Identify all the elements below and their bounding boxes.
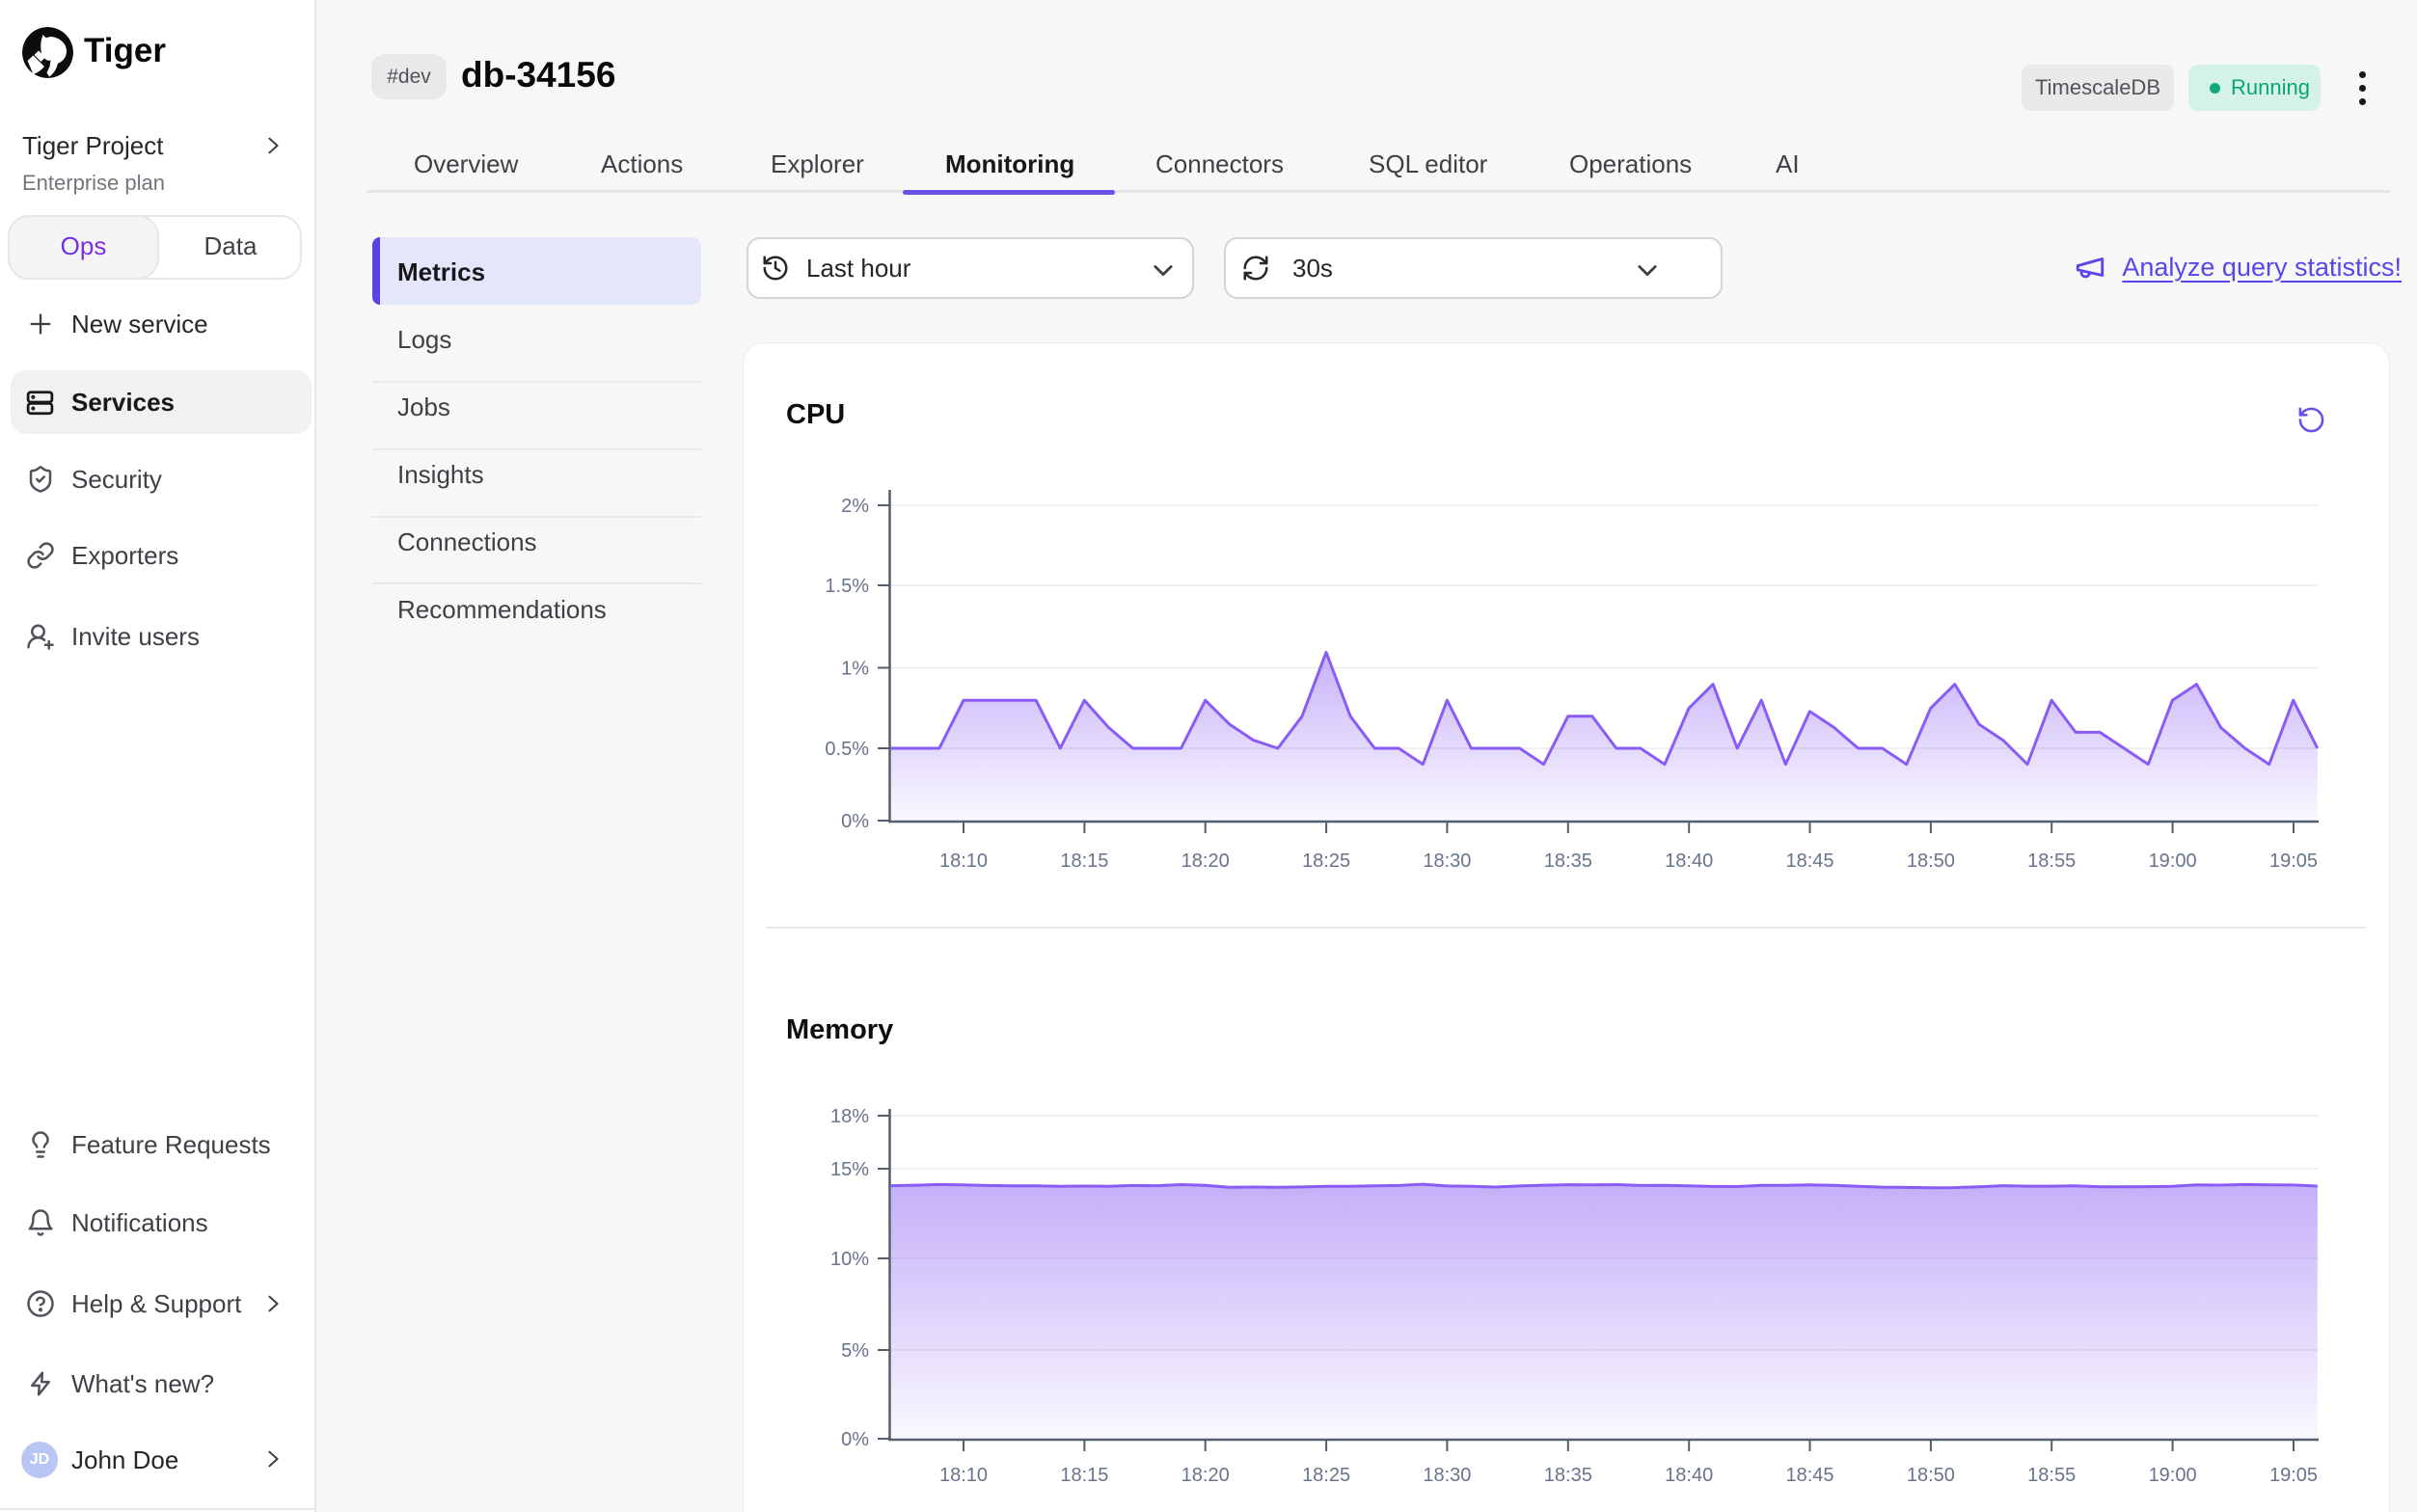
svg-text:18:55: 18:55	[2027, 850, 2076, 872]
svg-text:1.5%: 1.5%	[825, 576, 869, 597]
svg-text:0%: 0%	[841, 811, 869, 832]
svg-text:18:50: 18:50	[1907, 850, 1955, 872]
svg-text:18:15: 18:15	[1060, 850, 1108, 872]
svg-text:18:20: 18:20	[1181, 1465, 1230, 1486]
svg-text:19:00: 19:00	[2149, 850, 2197, 872]
svg-text:0%: 0%	[841, 1429, 869, 1450]
svg-text:18:15: 18:15	[1060, 1465, 1108, 1486]
svg-text:18:45: 18:45	[1785, 1465, 1833, 1486]
svg-text:10%: 10%	[830, 1249, 869, 1270]
svg-text:18:35: 18:35	[1544, 850, 1592, 872]
svg-text:18:40: 18:40	[1665, 850, 1713, 872]
svg-text:0.5%: 0.5%	[825, 739, 869, 760]
svg-text:18:50: 18:50	[1907, 1465, 1955, 1486]
svg-text:18:20: 18:20	[1181, 850, 1230, 872]
svg-text:18:10: 18:10	[939, 1465, 988, 1486]
svg-text:18:45: 18:45	[1785, 850, 1833, 872]
svg-text:18:55: 18:55	[2027, 1465, 2076, 1486]
svg-text:18%: 18%	[830, 1106, 869, 1127]
svg-text:19:05: 19:05	[2269, 1465, 2318, 1486]
svg-text:1%: 1%	[841, 659, 869, 680]
svg-text:19:00: 19:00	[2149, 1465, 2197, 1486]
svg-text:15%: 15%	[830, 1159, 869, 1180]
svg-text:18:10: 18:10	[939, 850, 988, 872]
svg-text:19:05: 19:05	[2269, 850, 2318, 872]
svg-text:5%: 5%	[841, 1340, 869, 1362]
svg-text:18:40: 18:40	[1665, 1465, 1713, 1486]
svg-text:18:30: 18:30	[1423, 850, 1471, 872]
svg-text:2%: 2%	[841, 496, 869, 517]
svg-text:18:25: 18:25	[1302, 1465, 1350, 1486]
svg-text:18:35: 18:35	[1544, 1465, 1592, 1486]
svg-text:18:25: 18:25	[1302, 850, 1350, 872]
svg-text:18:30: 18:30	[1423, 1465, 1471, 1486]
